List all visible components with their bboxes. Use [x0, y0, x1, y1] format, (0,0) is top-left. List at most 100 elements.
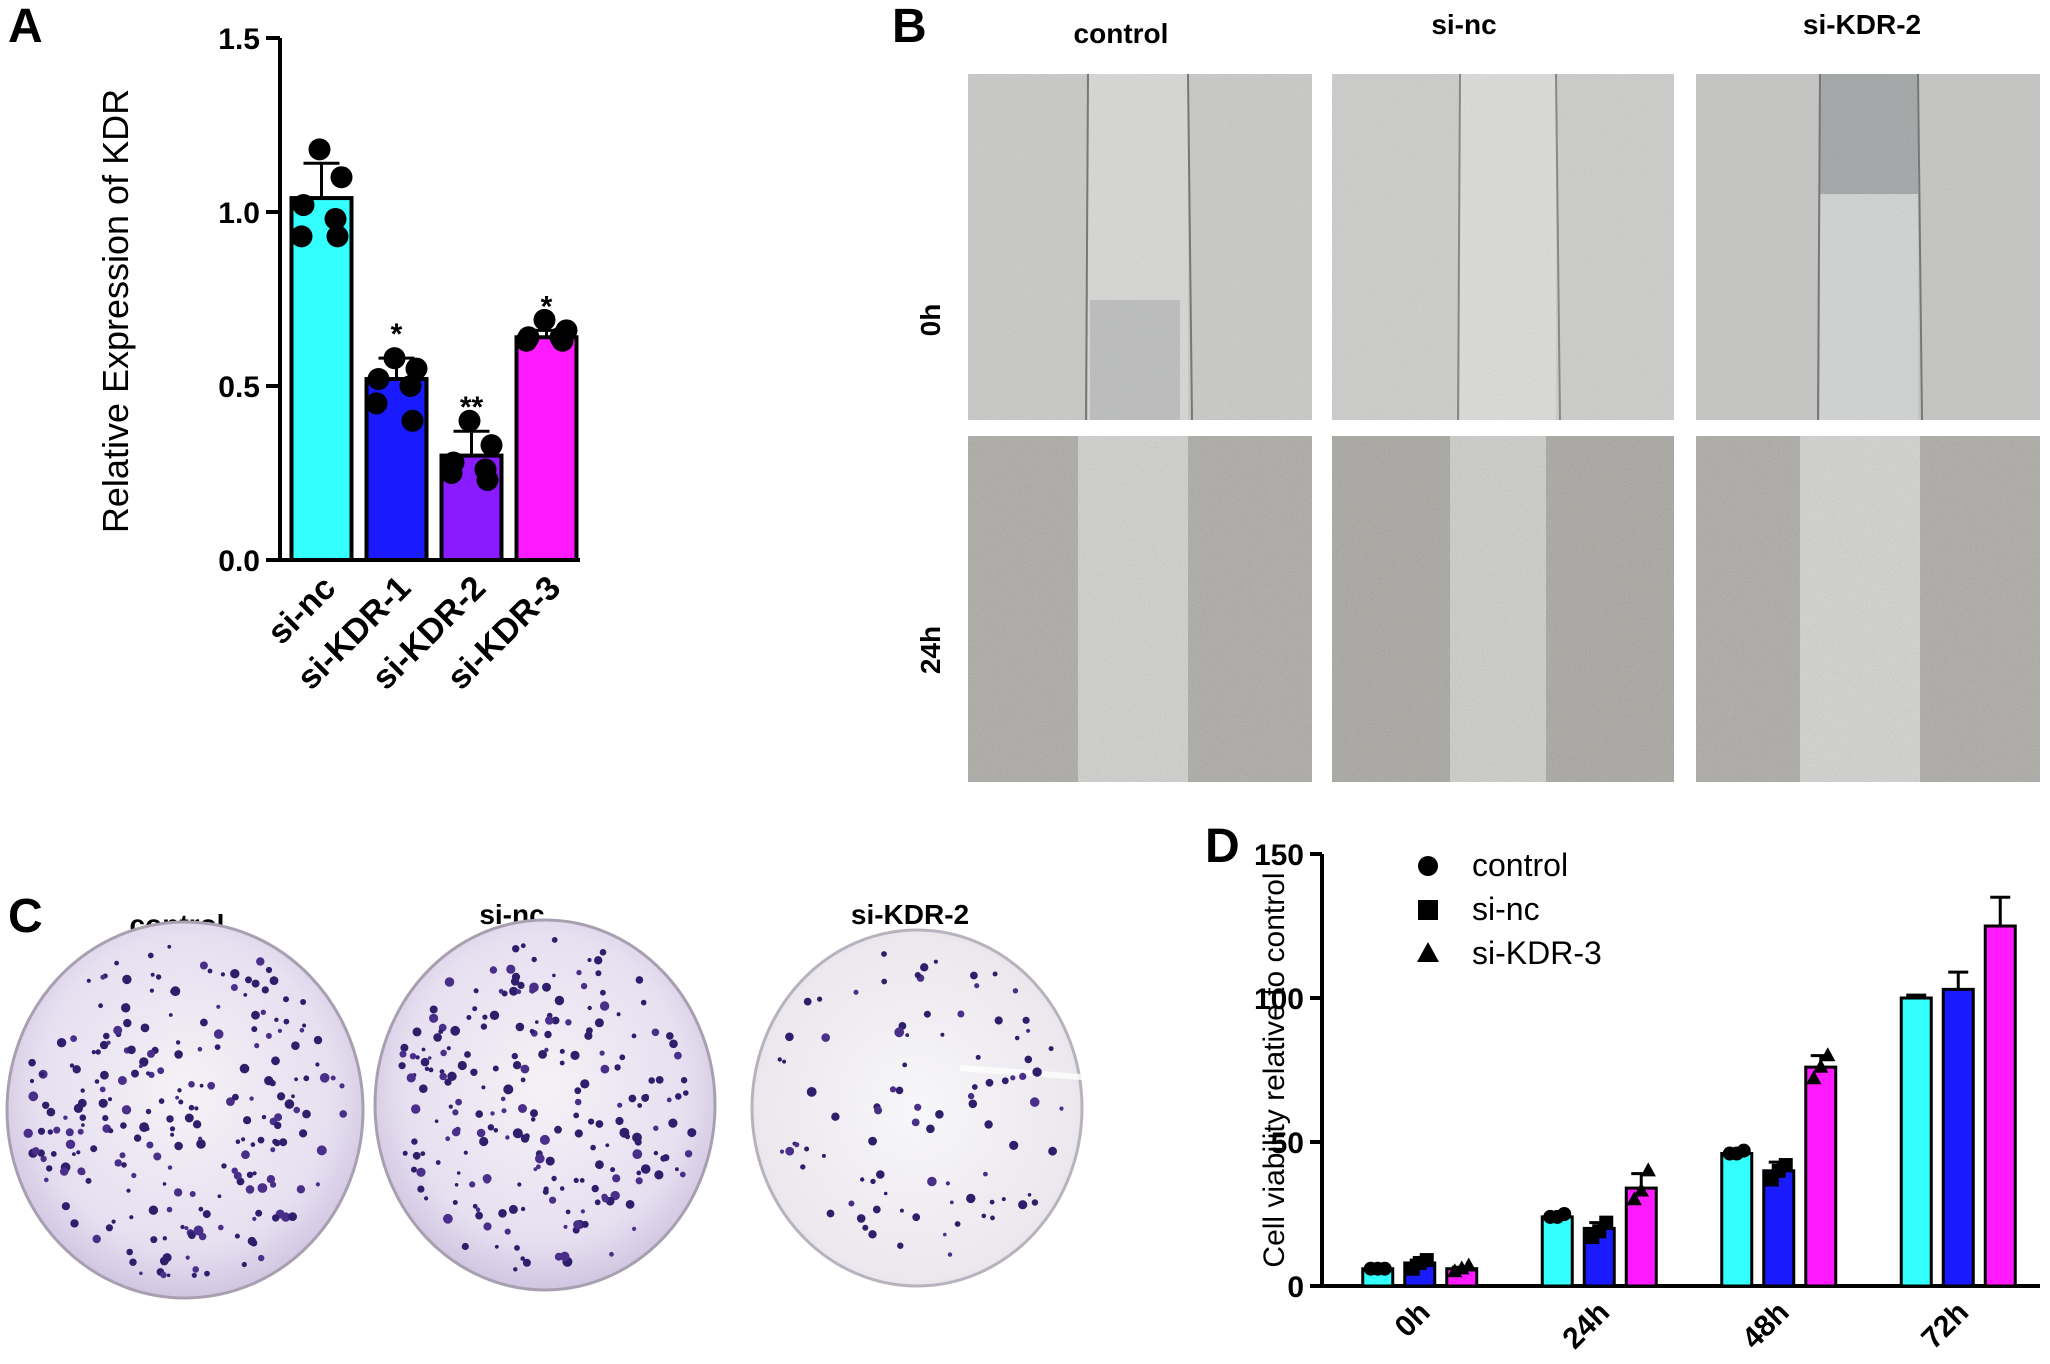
colony-dot [920, 963, 929, 972]
colony-dot [573, 1112, 580, 1119]
colony-dot [252, 1216, 257, 1221]
colony-dot [291, 1094, 295, 1099]
panel-b-wound-healing: control si-nc si-KDR-2 0h 24h [915, 9, 2040, 782]
colony-dot [680, 1077, 688, 1084]
chart-a-significance: * [541, 290, 553, 323]
colony-dot [631, 1033, 637, 1039]
colony-dot [421, 1047, 426, 1052]
colony-dot [482, 1174, 492, 1183]
colony-dot [897, 1242, 904, 1249]
colony-dot [668, 1118, 678, 1128]
chart-d-point [1626, 1191, 1642, 1206]
colony-dot [127, 1045, 136, 1055]
colony-dot [614, 1064, 621, 1071]
colony-dot [628, 1094, 637, 1103]
colony-dot [31, 1147, 40, 1155]
chart-d-legend-marker [1417, 942, 1439, 962]
chart-d-bar [1983, 924, 2017, 1288]
colony-dot [472, 1006, 478, 1012]
colony-dot [868, 1230, 877, 1239]
colony-dot [411, 1138, 418, 1145]
colony-dot [874, 1106, 883, 1115]
colony-dot [660, 1155, 667, 1162]
colony-dot [72, 1152, 76, 1156]
colony-dot [870, 1178, 876, 1185]
colony-dot [252, 1171, 257, 1176]
colony-dot [636, 1170, 642, 1176]
panel-letter-a: A [8, 0, 43, 53]
colony-dot [216, 1004, 221, 1009]
colony-dot [303, 1075, 310, 1082]
colony-dot [473, 988, 479, 994]
colony-dot [199, 1083, 204, 1088]
colony-dot [509, 986, 519, 996]
colony-dot [542, 982, 551, 992]
colony-dot [261, 1114, 267, 1120]
colony-dot [498, 1209, 507, 1218]
colony-dot [515, 1022, 525, 1032]
colony-dot [552, 973, 556, 978]
colony-dot [554, 1252, 563, 1261]
colony-dot [591, 1184, 599, 1193]
colony-dot [654, 1170, 664, 1180]
colony-dot [438, 1029, 444, 1034]
colony-dot [625, 1200, 635, 1209]
chart-a-significance: * [391, 318, 403, 351]
chart-d-y-tick-label: 150 [1254, 839, 1304, 872]
chart-a-point [551, 329, 574, 352]
colony-dot [518, 1104, 527, 1113]
colony-dot [968, 1099, 978, 1109]
colony-dot [539, 1134, 550, 1145]
colony-dot [679, 1171, 686, 1178]
colony-dot [131, 1172, 137, 1179]
colony-dot [102, 1115, 109, 1122]
colony-dot [522, 1258, 531, 1267]
chart-a-point [405, 357, 428, 380]
colony-dot [475, 1211, 483, 1220]
colony-dot [554, 1125, 562, 1134]
colony-dot [803, 997, 812, 1006]
colony-dot [520, 1064, 530, 1074]
colony-dot [476, 1128, 486, 1138]
colony-dot [108, 1128, 114, 1134]
colony-dot [300, 999, 307, 1005]
colony-dot [905, 1033, 910, 1037]
colony-dot [241, 1261, 247, 1268]
chart-a-y-tick-label: 0.0 [218, 545, 260, 578]
colony-dot [429, 1013, 439, 1023]
colony-dot [147, 952, 154, 959]
colony-dot [1031, 1199, 1039, 1206]
colony-dot [254, 1043, 260, 1049]
colony-dot [249, 1096, 254, 1101]
chart-d-y-tick-label: 50 [1271, 1127, 1304, 1160]
colony-dot [417, 1185, 425, 1193]
chart-d-point [1813, 1058, 1829, 1073]
colony-dot [28, 1091, 39, 1102]
colony-dot [461, 1242, 469, 1251]
colony-dot [524, 1133, 530, 1140]
colony-dot [674, 1051, 682, 1060]
colony-dot [450, 1025, 461, 1036]
colony-dot [260, 1009, 266, 1015]
colony-dot [114, 960, 119, 966]
colony-dot [492, 1065, 499, 1072]
colony-dot [444, 1078, 452, 1086]
colony-dot [158, 1098, 165, 1104]
colony-dot [65, 1128, 74, 1137]
colony-dot [70, 1219, 79, 1228]
colony-dot [149, 988, 154, 993]
colony-dot [954, 1221, 961, 1227]
colony-dot [504, 1228, 511, 1235]
colony-dot [264, 1076, 274, 1086]
chart-d-bar [1804, 1065, 1838, 1288]
colony-dot [188, 1081, 195, 1088]
colony-dot [544, 1047, 549, 1053]
colony-dot [894, 1027, 905, 1038]
colony-dot [243, 1116, 252, 1125]
colony-dot [429, 1005, 438, 1014]
colony-dot [456, 1171, 461, 1175]
colony-dot [194, 1106, 199, 1111]
colony-dot [1014, 1035, 1020, 1041]
colony-dot [457, 1060, 467, 1071]
colony-dot [1018, 1200, 1028, 1210]
